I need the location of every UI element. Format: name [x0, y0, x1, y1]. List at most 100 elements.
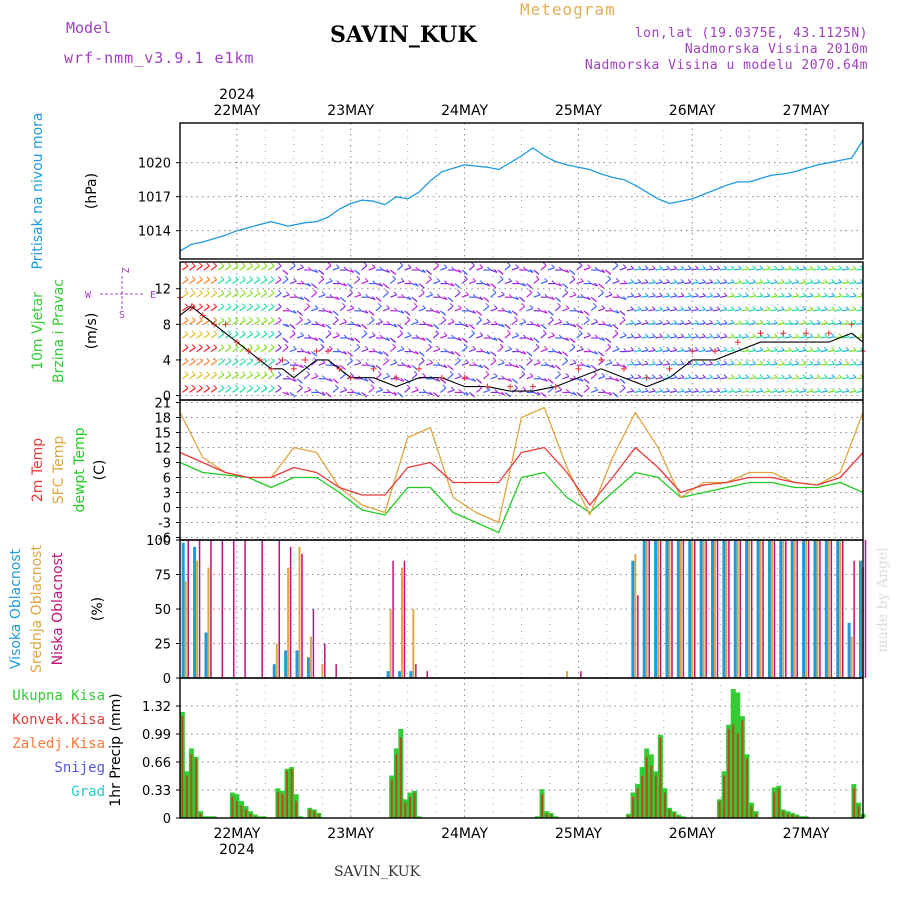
wind-barb-flag: [766, 292, 771, 297]
wind-barb-flag: [450, 386, 455, 391]
wind-barb-flag: [745, 265, 749, 270]
wind-barb: [691, 363, 699, 366]
wind-barb: [669, 268, 677, 271]
wind-barb-flag: [293, 345, 297, 350]
wind-barb-flag: [773, 279, 778, 283]
wind-barb-flag: [451, 334, 455, 339]
wind-barb: [655, 349, 663, 353]
wind-barb-flag: [752, 265, 757, 270]
y-tick-label: 15: [154, 427, 171, 442]
wind-barb-flag: [673, 387, 678, 392]
wind-barb: [569, 362, 577, 366]
wind-barb-flag: [365, 361, 369, 366]
wind-barb: [239, 374, 246, 380]
wind-barb-flag: [566, 321, 570, 325]
wind-barb: [827, 322, 835, 325]
wind-barb-flag: [485, 298, 490, 303]
wind-barb-flag: [285, 323, 290, 328]
wind-barb: [770, 281, 778, 285]
axis-title-sfc-temp: SFC Temp: [51, 436, 67, 505]
wind-barb: [576, 333, 583, 339]
wind-barb: [196, 306, 203, 312]
wind-barb-flag: [838, 292, 843, 297]
wind-barb-flag: [213, 276, 218, 280]
wind-barb-flag: [386, 389, 391, 393]
wind-barb-flag: [738, 292, 742, 297]
cloud-bar-low: [426, 671, 428, 678]
wind-barb-flag: [220, 289, 225, 294]
wind-barb: [605, 294, 613, 298]
wind-barb-flag: [694, 333, 699, 338]
wind-barb-flag: [299, 316, 303, 321]
wind-barb: [547, 335, 555, 339]
wind-barb-flag: [694, 306, 699, 310]
wind-barb-flag: [730, 279, 735, 283]
wind-barb-flag: [644, 306, 649, 310]
wind-barb-flag: [343, 266, 348, 271]
wind-barb: [748, 322, 756, 325]
wind-barb-flag: [536, 291, 541, 296]
wind-barb-flag: [530, 321, 534, 325]
wind-barb-flag: [578, 325, 583, 330]
wind-barb: [641, 390, 649, 393]
wind-barb: [720, 322, 728, 325]
wind-barb-flag: [723, 306, 728, 310]
cloud-bar-mid: [725, 540, 728, 678]
wind-barb: [677, 322, 685, 325]
wind-barb-flag: [816, 347, 821, 351]
wind-barb-flag: [615, 277, 620, 282]
wind-barb-flag: [213, 357, 218, 362]
wind-barb: [641, 308, 649, 312]
wind-barb-flag: [766, 374, 771, 378]
wind-barb-flag: [206, 303, 210, 308]
wind-barb: [339, 321, 347, 325]
precip-bar-convective: [782, 811, 785, 818]
wind-barb: [483, 389, 491, 393]
y-tick-label: 0.99: [142, 728, 171, 743]
wind-barb-flag: [752, 333, 757, 338]
wind-barb-flag: [249, 289, 253, 294]
wind-barb: [669, 322, 677, 325]
wind-barb-flag: [415, 266, 420, 271]
wind-barb-flag: [322, 375, 326, 380]
y-tick-label: 0.33: [142, 784, 171, 799]
wind-barb: [806, 336, 814, 339]
wind-barb: [770, 268, 778, 271]
wind-barb: [748, 376, 756, 380]
wind-barb: [504, 265, 511, 271]
wind-barb-flag: [716, 333, 721, 338]
cloud-bar-mid: [839, 540, 842, 678]
wind-barb-flag: [501, 323, 505, 328]
wind-barb: [275, 347, 282, 353]
wind-barb-flag: [306, 302, 310, 307]
wind-barb: [339, 305, 346, 312]
wind-barb-flag: [414, 350, 419, 355]
wind-barb-flag: [449, 298, 454, 303]
wind-barb-flag: [501, 359, 505, 364]
wind-barb-flag: [429, 307, 434, 312]
wind-barb: [561, 292, 569, 298]
wind-barb-flag: [314, 269, 319, 273]
y-tick-label: 0: [163, 502, 171, 517]
wind-barb: [684, 322, 692, 325]
wind-barb-flag: [738, 360, 742, 365]
precip-bar-convective: [668, 809, 671, 818]
wind-barb-flag: [752, 279, 757, 283]
wind-barb-flag: [422, 305, 426, 309]
wind-barb-flag: [788, 374, 792, 378]
cloud-bar-mid: [400, 567, 403, 678]
wind-barb-flag: [414, 386, 419, 391]
wind-barb: [382, 292, 389, 298]
wind-barb: [727, 376, 735, 380]
wind-barb-flag: [838, 360, 843, 365]
wind-barb-flag: [593, 366, 597, 371]
wind-barb-flag: [659, 360, 663, 365]
wind-barb-flag: [694, 265, 699, 270]
wind-barb: [511, 267, 519, 271]
wind-barb: [260, 306, 268, 312]
wind-barb-flag: [521, 302, 526, 307]
wind-barb-flag: [644, 319, 649, 324]
wind-barb: [626, 390, 634, 393]
axis-title-dewpt-temp: dewpt Temp: [72, 427, 88, 512]
wind-barb: [633, 295, 642, 298]
